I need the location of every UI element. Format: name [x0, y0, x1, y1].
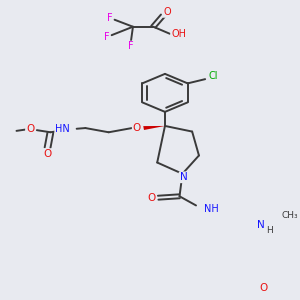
Text: O: O	[26, 124, 34, 134]
Text: O: O	[260, 283, 268, 293]
Text: N: N	[257, 220, 265, 230]
Text: HN: HN	[55, 124, 70, 134]
Text: Cl: Cl	[208, 71, 218, 81]
Text: CH₃: CH₃	[281, 212, 298, 220]
Text: F: F	[128, 41, 134, 51]
Polygon shape	[143, 126, 165, 130]
Text: OH: OH	[171, 29, 186, 40]
Text: F: F	[107, 13, 112, 22]
Text: O: O	[133, 123, 141, 133]
Text: O: O	[163, 7, 171, 17]
Text: O: O	[147, 193, 155, 203]
Text: O: O	[44, 149, 52, 159]
Text: NH: NH	[204, 204, 218, 214]
Text: F: F	[104, 32, 110, 42]
Text: N: N	[179, 172, 187, 182]
Text: H: H	[266, 226, 273, 235]
